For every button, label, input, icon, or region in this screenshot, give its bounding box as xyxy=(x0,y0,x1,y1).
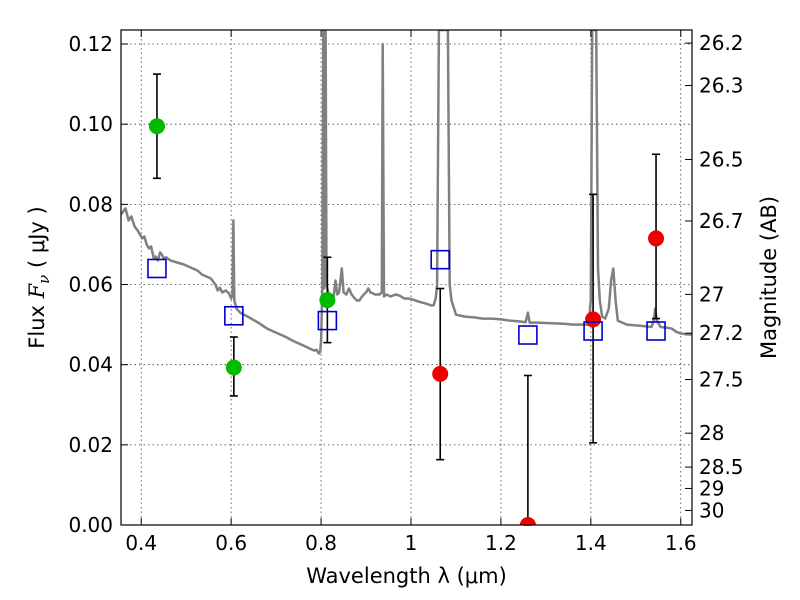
x-tick-label: 1 xyxy=(405,531,418,555)
y-tick-label: 0.12 xyxy=(68,32,113,56)
magnitude-tick-label: 26.7 xyxy=(699,209,744,233)
magnitude-tick-label: 28.5 xyxy=(699,455,744,479)
data-point xyxy=(519,517,536,525)
y-tick-label: 0.00 xyxy=(68,513,113,537)
magnitude-tick-label: 29 xyxy=(699,476,724,500)
model-square xyxy=(317,310,338,331)
magnitude-tick-label: 26.3 xyxy=(699,74,744,98)
spectrum-series xyxy=(121,30,692,355)
x-axis-label: Wavelength λ (μm) xyxy=(306,564,507,588)
magnitude-tick-label: 28 xyxy=(699,421,724,445)
model-square xyxy=(224,305,244,326)
data-point xyxy=(648,230,665,247)
magnitude-tick-label: 27 xyxy=(699,282,724,306)
model-square xyxy=(646,321,666,341)
y-tick-label: 0.02 xyxy=(68,433,113,457)
y-axis-label-subscript: ν xyxy=(35,275,53,284)
model-square xyxy=(147,258,167,279)
axis-ticks xyxy=(121,30,692,526)
data-point xyxy=(585,311,602,328)
data-point xyxy=(319,292,336,309)
y-tick-label: 0.08 xyxy=(68,192,113,216)
y-tick-label: 0.10 xyxy=(68,112,113,136)
data-point xyxy=(148,118,165,135)
model-square xyxy=(518,325,538,345)
x-tick-label: 1.6 xyxy=(665,531,697,555)
data-point xyxy=(432,365,449,382)
y-axis-label-prefix: Flux xyxy=(25,298,49,348)
plot-area-frame xyxy=(120,29,693,526)
x-tick-label: 0.8 xyxy=(305,531,337,555)
y-axis-label-left: Flux Fν ( μJy ) xyxy=(25,206,53,348)
data-points xyxy=(147,118,666,525)
y-axis-label-suffix: ( μJy ) xyxy=(25,206,49,274)
y-axis-label-symbol: F xyxy=(25,282,49,299)
y-axis-label-right: Magnitude (AB) xyxy=(757,196,781,359)
spectrum-line xyxy=(121,30,692,355)
model-square xyxy=(430,249,451,270)
x-tick-label: 0.6 xyxy=(215,531,247,555)
x-tick-label: 0.4 xyxy=(125,531,157,555)
magnitude-tick-label: 26.2 xyxy=(699,31,744,55)
tick-labels: 0.4 0.6 0.8 1 1.2 1.4 1.6 0.00 0.02 0.04 0.06 0.08 0… xyxy=(68,31,743,555)
magnitude-tick-label: 27.5 xyxy=(699,367,744,391)
magnitude-tick-label: 30 xyxy=(699,498,724,522)
y-tick-label: 0.06 xyxy=(68,273,113,297)
y-tick-label: 0.04 xyxy=(68,353,113,377)
magnitude-tick-label: 27.2 xyxy=(699,321,744,345)
data-point xyxy=(225,359,242,376)
x-tick-label: 1.2 xyxy=(485,531,517,555)
x-tick-label: 1.4 xyxy=(575,531,607,555)
model-square xyxy=(583,321,603,341)
magnitude-tick-label: 26.5 xyxy=(699,147,744,171)
